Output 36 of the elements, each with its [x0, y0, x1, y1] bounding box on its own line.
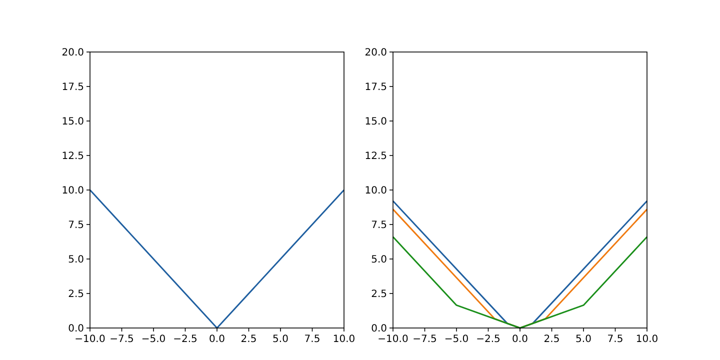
x-tick-label: −5.0 [444, 334, 469, 345]
y-tick-label: 2.5 [371, 289, 387, 300]
x-tick-label: −7.5 [412, 334, 437, 345]
x-tick-label: 0.0 [512, 334, 528, 345]
x-tick-label: 5.0 [272, 334, 288, 345]
x-tick-label: 2.5 [544, 334, 560, 345]
y-tick-label: 5.0 [68, 254, 84, 266]
y-tick-label: 0.0 [68, 324, 84, 334]
x-tick-label: 10.0 [332, 334, 356, 345]
x-tick-label: −2.5 [173, 334, 198, 345]
y-tick-label: 5.0 [371, 254, 387, 266]
x-tick-label: −2.5 [476, 334, 500, 345]
y-tick-label: 12.5 [62, 151, 84, 162]
y-tick-label: 0.0 [371, 324, 387, 334]
y-tick-label: 7.5 [68, 220, 84, 231]
y-tick-label: 10.0 [364, 186, 387, 196]
y-tick-label: 15.0 [364, 116, 387, 128]
y-tick-label: 17.5 [62, 82, 84, 93]
x-tick-label: 7.5 [304, 334, 320, 345]
y-tick-label: 20.0 [364, 48, 387, 58]
x-tick-label: 10.0 [636, 334, 658, 345]
y-tick-label: 15.0 [62, 116, 84, 128]
y-tick-label: 17.5 [364, 82, 387, 93]
y-tick-label: 20.0 [62, 48, 84, 58]
x-tick-label: −5.0 [141, 334, 166, 345]
y-tick-label: 12.5 [364, 151, 387, 162]
x-tick-label: −7.5 [110, 334, 134, 345]
y-tick-label: 7.5 [371, 220, 387, 231]
x-tick-label: −10.0 [74, 334, 106, 345]
x-tick-label: 0.0 [209, 334, 225, 345]
x-tick-label: −10.0 [378, 334, 408, 345]
x-tick-label: 2.5 [240, 334, 257, 345]
y-tick-label: 10.0 [62, 186, 84, 196]
x-tick-label: 5.0 [576, 334, 592, 345]
x-tick-label: 7.5 [607, 334, 624, 345]
y-tick-label: 2.5 [68, 289, 84, 300]
